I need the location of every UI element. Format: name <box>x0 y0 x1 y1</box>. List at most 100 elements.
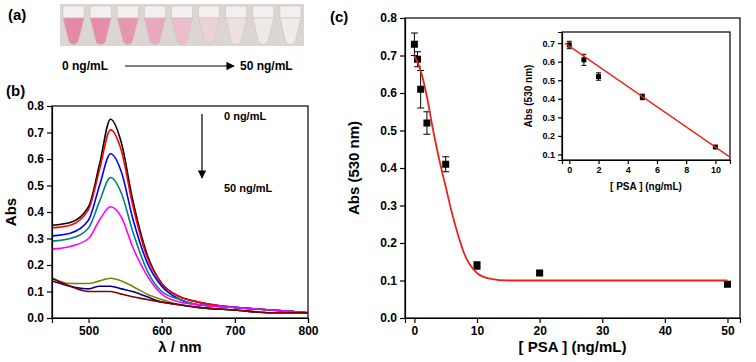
tick-label: 0.0 <box>380 311 397 325</box>
arrow <box>125 65 234 66</box>
tick-mark <box>558 117 562 118</box>
tube-wall <box>199 6 220 18</box>
tick-label: 0.5 <box>380 124 397 138</box>
tube <box>171 6 192 45</box>
axis-line <box>558 33 563 161</box>
tick-label: 20 <box>533 324 547 338</box>
error-cap <box>567 41 572 42</box>
x-axis: 0246810 <box>563 160 731 175</box>
series-line <box>52 278 308 312</box>
tick-label: 0.0 <box>27 311 44 325</box>
error-cap <box>442 171 449 172</box>
tick-label: 0.6 <box>27 152 44 166</box>
tick-mark <box>602 318 603 323</box>
error-cap <box>581 65 586 66</box>
tick: 50 <box>721 318 735 338</box>
tick-mark <box>558 136 562 137</box>
tick-mark <box>400 243 405 244</box>
tick-mark <box>558 154 562 155</box>
tick-mark <box>727 318 728 323</box>
tick: 0.0 <box>380 311 405 325</box>
y-axis: 0.1 0.2 0.3 0.4 0.5 0.6 0.7 <box>542 33 562 161</box>
y-axis-title: Abs (530 nm) <box>345 121 362 215</box>
tick: 600 <box>152 318 172 338</box>
tick-label: 8 <box>684 165 689 175</box>
tick: 0.6 <box>542 57 562 67</box>
tick-mark <box>400 130 405 131</box>
panel-title: (c) <box>330 8 348 25</box>
tick-label: 0.7 <box>27 126 44 140</box>
axis-line <box>47 107 53 319</box>
tube-liquid <box>63 18 84 45</box>
figure-svg: (a)0 ng/mL50 ng/mL5006007008000.00.10.20… <box>0 0 756 362</box>
tick-label: 0.7 <box>380 49 397 63</box>
tick: 0.3 <box>542 113 562 123</box>
tick-label: 0.6 <box>380 86 397 100</box>
tick-mark <box>400 280 405 281</box>
tube-liquid <box>280 18 301 45</box>
point <box>474 262 481 269</box>
tick-label: 500 <box>79 324 99 338</box>
tick-label: 30 <box>596 324 610 338</box>
tick-mark <box>400 18 405 19</box>
tick: 0.8 <box>27 99 52 113</box>
tick-mark <box>400 205 405 206</box>
series-line <box>52 154 308 313</box>
tick-mark <box>47 238 52 239</box>
error-cap <box>417 108 424 109</box>
chart: 5006007008000.00.10.20.30.40.50.60.70.8λ… <box>2 82 319 355</box>
tick-mark <box>47 106 52 107</box>
tick-label: 0.1 <box>27 285 44 299</box>
tick: 0.7 <box>380 49 405 63</box>
tick: 8 <box>684 160 689 175</box>
plot-data <box>565 41 730 157</box>
tick-mark <box>400 318 405 319</box>
point <box>536 270 543 277</box>
series-line <box>52 130 308 313</box>
axis-line <box>563 161 731 165</box>
tube-liquid <box>171 18 192 45</box>
tick: 0.2 <box>380 236 405 250</box>
tick-mark <box>477 318 478 323</box>
tube-liquid <box>144 18 165 45</box>
plot-data <box>411 33 731 288</box>
tick: 0.8 <box>380 11 405 25</box>
plot-frame <box>52 106 308 318</box>
tick-mark <box>598 160 599 164</box>
tick: 0.7 <box>542 39 562 49</box>
tick-label: 40 <box>659 324 673 338</box>
tick-mark <box>235 318 236 323</box>
tick: 10 <box>471 318 485 338</box>
tick-label: 0.4 <box>542 94 555 104</box>
tick-mark <box>715 160 716 164</box>
start-label: 0 ng/mL <box>62 59 108 73</box>
tick-label: 4 <box>626 165 631 175</box>
tube-wall <box>280 6 301 18</box>
tube-wall <box>226 6 247 18</box>
tube <box>63 6 84 45</box>
axis-line <box>406 319 741 324</box>
series-line <box>52 278 308 312</box>
tube-wall <box>117 6 138 18</box>
series-line <box>52 207 308 313</box>
tube <box>226 6 247 45</box>
tick: 0.2 <box>542 131 562 141</box>
tick-label: 0.5 <box>542 76 555 86</box>
error-bar <box>414 52 421 67</box>
axis-line <box>400 19 406 319</box>
tube <box>199 6 220 45</box>
series-line <box>565 43 730 157</box>
tick-mark <box>47 185 52 186</box>
tick: 0.5 <box>27 179 52 193</box>
tick: 0 <box>567 160 572 175</box>
tube-liquid <box>117 18 138 45</box>
series-line <box>52 178 308 313</box>
tick-label: 600 <box>152 324 172 338</box>
tick-label: 0.2 <box>380 236 397 250</box>
error-cap <box>423 134 430 135</box>
tick: 0.0 <box>27 311 52 325</box>
tick-label: 0.3 <box>380 199 397 213</box>
tick: 0.1 <box>542 150 562 160</box>
tick-label: 0.2 <box>542 131 555 141</box>
tick-label: 0.1 <box>542 150 555 160</box>
